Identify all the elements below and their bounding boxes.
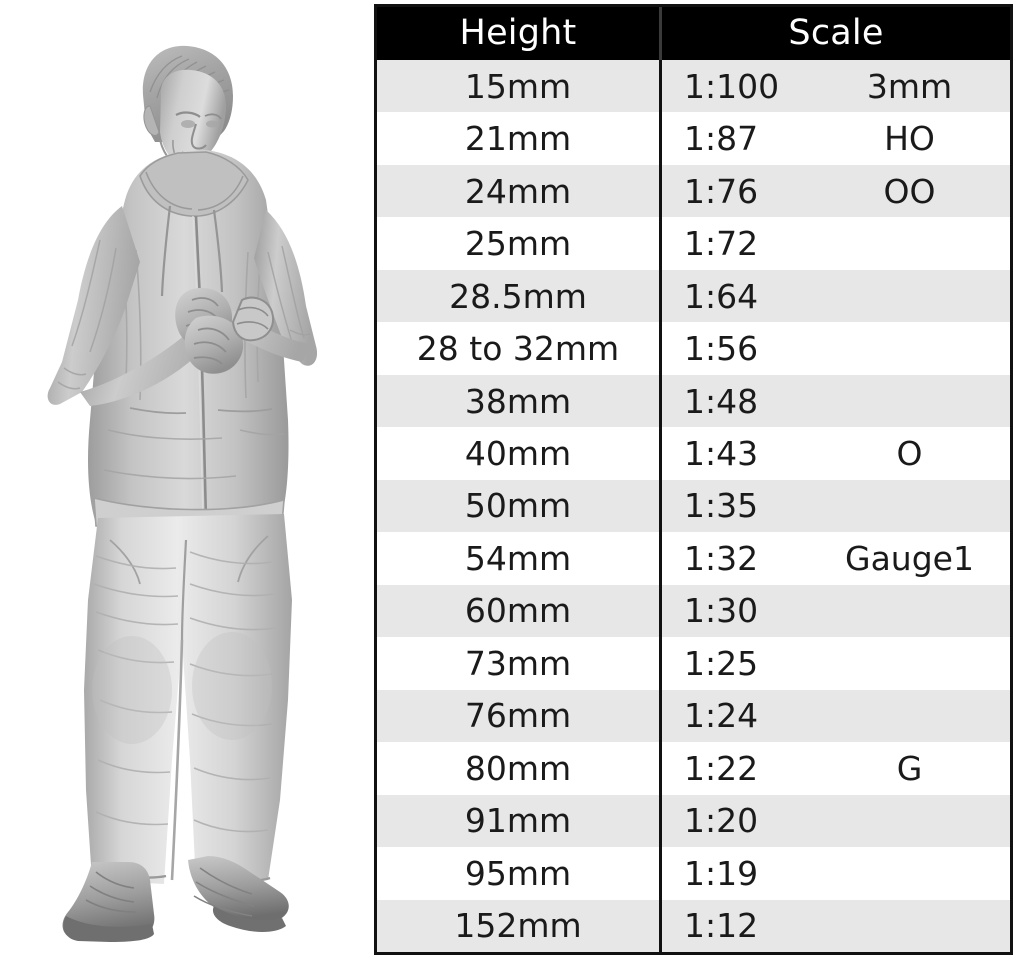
cell-scale: 1:76 OO — [662, 165, 1010, 217]
scale-ratio: 1:87 — [684, 119, 759, 159]
cell-scale: 1:20 — [662, 795, 1010, 847]
cell-height: 15mm — [377, 60, 662, 113]
cell-height: 60mm — [377, 584, 662, 638]
figure-panel: Grayscale 3D scan render of a standing m… — [0, 0, 370, 962]
table-row: 54mm 1:32 Gauge1 — [377, 532, 1010, 585]
scale-gauge-name: O — [896, 434, 923, 474]
cell-height: 95mm — [377, 847, 662, 900]
scale-gauge-name: 3mm — [866, 66, 953, 106]
scale-ratio: 1:12 — [684, 906, 759, 946]
scale-gauge-name: G — [896, 748, 923, 788]
cell-scale: 1:24 — [662, 690, 1010, 742]
cell-height: 40mm — [377, 427, 662, 480]
height-scale-reference-table: Height Scale 15mm 1:100 3mm 21mm 1:87 HO 24mm 1… — [374, 4, 1013, 955]
scale-ratio: 1:35 — [684, 486, 759, 526]
cell-height: 80mm — [377, 742, 662, 795]
scale-ratio: 1:72 — [684, 224, 759, 264]
cell-height: 54mm — [377, 532, 662, 585]
cell-scale: 1:64 — [662, 270, 1010, 322]
scale-ratio: 1:76 — [684, 171, 759, 211]
figure-head-group — [142, 45, 233, 175]
table-row: 73mm 1:25 — [377, 637, 1010, 690]
column-header-scale: Scale — [662, 7, 1010, 60]
cell-scale: 1:12 — [662, 900, 1010, 952]
scale-ratio: 1:30 — [684, 591, 759, 631]
cell-scale: 1:100 3mm — [662, 60, 1010, 112]
scale-gauge-name: HO — [884, 119, 935, 159]
table-row: 152mm 1:12 — [377, 899, 1010, 952]
cell-height: 76mm — [377, 689, 662, 743]
table-body: 15mm 1:100 3mm 21mm 1:87 HO 24mm 1:76 OO 25mm 1:72… — [377, 60, 1010, 952]
scale-ratio: 1:24 — [684, 696, 759, 736]
cell-height: 28 to 32mm — [377, 322, 662, 375]
scale-ratio: 1:20 — [684, 801, 759, 841]
scan-figure-svg — [47, 45, 318, 942]
table-row: 28 to 32mm 1:56 — [377, 322, 1010, 375]
cell-scale: 1:25 — [662, 637, 1010, 689]
column-header-height: Height — [377, 7, 662, 60]
figure-legs-group — [84, 514, 292, 886]
cell-scale: 1:56 — [662, 322, 1010, 374]
cell-scale: 1:72 — [662, 217, 1010, 269]
scale-gauge-name: OO — [883, 171, 936, 211]
scale-ratio: 1:19 — [684, 853, 759, 893]
cell-scale: 1:48 — [662, 375, 1010, 427]
cell-scale: 1:30 — [662, 585, 1010, 637]
cell-height: 73mm — [377, 637, 662, 690]
figure-hands-group — [175, 287, 274, 374]
table-row: 15mm 1:100 3mm — [377, 60, 1010, 113]
cell-height: 25mm — [377, 217, 662, 270]
table-row: 28.5mm 1:64 — [377, 269, 1010, 323]
table-row: 91mm 1:20 — [377, 794, 1010, 848]
scale-ratio: 1:64 — [684, 276, 759, 316]
table-row: 60mm 1:30 — [377, 584, 1010, 638]
cell-scale: 1:87 HO — [662, 112, 1010, 164]
table-row: 40mm 1:43 O — [377, 427, 1010, 480]
column-header-scale-label: Scale — [788, 13, 884, 53]
table-row: 76mm 1:24 — [377, 689, 1010, 743]
table-row: 95mm 1:19 — [377, 847, 1010, 900]
scale-ratio: 1:48 — [684, 381, 759, 421]
table-row: 21mm 1:87 HO — [377, 112, 1010, 165]
scale-ratio: 1:100 — [684, 66, 780, 106]
cell-height: 91mm — [377, 794, 662, 848]
cell-scale: 1:43 O — [662, 427, 1010, 479]
cell-scale: 1:32 Gauge1 — [662, 532, 1010, 584]
table-header-row: Height Scale — [377, 7, 1010, 60]
column-header-height-label: Height — [459, 13, 577, 53]
table-row: 38mm 1:48 — [377, 374, 1010, 428]
cell-height: 152mm — [377, 899, 662, 952]
cell-scale: 1:35 — [662, 480, 1010, 532]
cell-height: 50mm — [377, 479, 662, 533]
scale-ratio: 1:43 — [684, 434, 759, 474]
cell-scale: 1:22 G — [662, 742, 1010, 794]
table-row: 25mm 1:72 — [377, 217, 1010, 270]
scale-gauge-name: Gauge1 — [845, 538, 974, 578]
cell-scale: 1:19 — [662, 847, 1010, 899]
table-row: 24mm 1:76 OO — [377, 164, 1010, 218]
cell-height: 21mm — [377, 112, 662, 165]
scale-ratio: 1:32 — [684, 538, 759, 578]
table-row: 50mm 1:35 — [377, 479, 1010, 533]
table-row: 80mm 1:22 G — [377, 742, 1010, 795]
cell-height: 38mm — [377, 374, 662, 428]
scale-ratio: 1:56 — [684, 329, 759, 369]
cell-height: 28.5mm — [377, 269, 662, 323]
scale-ratio: 1:25 — [684, 643, 759, 683]
cell-height: 24mm — [377, 164, 662, 218]
figure-shoes-group — [62, 856, 289, 942]
scale-ratio: 1:22 — [684, 748, 759, 788]
